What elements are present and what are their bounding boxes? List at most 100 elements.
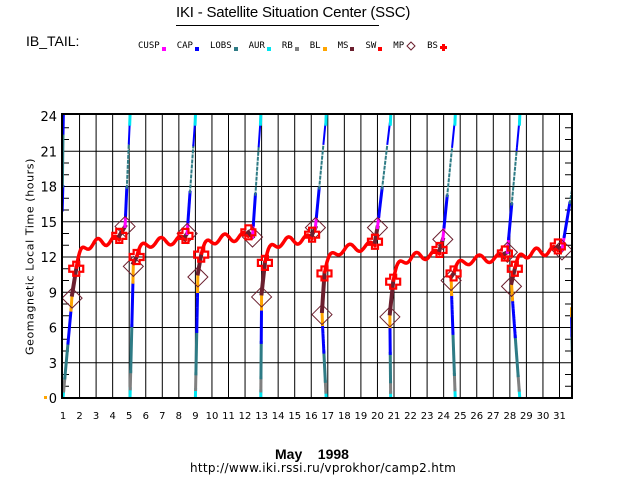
legend-cross-icon — [439, 44, 447, 51]
x-tick-label: 19 — [355, 411, 368, 422]
legend-label: LOBS — [209, 41, 232, 51]
y-tick-label: 24 — [40, 110, 57, 125]
track-rb — [323, 379, 328, 394]
x-tick-label: 15 — [288, 411, 301, 422]
x-tick-label: 20 — [371, 411, 384, 422]
legend-dot-icon — [378, 47, 383, 51]
x-tick-label: 2 — [76, 411, 82, 422]
track-cap — [450, 293, 455, 335]
y-tick-label: 3 — [49, 357, 57, 372]
x-tick-label: 28 — [503, 411, 516, 422]
bs-marker — [385, 273, 402, 290]
x-tick-label: 10 — [206, 411, 219, 422]
track-rb — [62, 376, 67, 393]
legend-dot-icon — [322, 47, 327, 51]
legend-item-mp: MP — [393, 41, 416, 51]
legend-label: SW — [365, 41, 377, 51]
track-cap — [186, 190, 192, 224]
track-ms — [195, 252, 204, 276]
track-ms — [259, 260, 268, 296]
x-tick-label: 17 — [321, 411, 334, 422]
track-lobs — [125, 142, 130, 189]
x-tick-label: 13 — [255, 411, 268, 422]
bs-marker — [431, 241, 448, 259]
mp-marker — [62, 287, 83, 309]
x-tick-label: 9 — [192, 411, 198, 422]
bs-marker — [506, 260, 523, 277]
y-tick-label: 9 — [49, 286, 57, 301]
x-tick-label: 23 — [421, 411, 434, 422]
x-tick-label: 25 — [454, 411, 467, 422]
track-lobs — [63, 341, 70, 380]
bs-marker — [549, 238, 566, 255]
x-tick-label: 12 — [239, 411, 252, 422]
title-underline — [176, 25, 379, 26]
bs-marker — [240, 224, 257, 241]
satellite-label: IB_TAIL: — [26, 33, 80, 49]
x-tick-label: 6 — [143, 411, 149, 422]
mp-marker — [250, 286, 273, 308]
mp-marker — [114, 215, 136, 238]
track-lobs — [254, 145, 260, 196]
x-axis-title: May 1998 — [275, 446, 349, 462]
orbit-tracks — [62, 114, 572, 398]
source-url: http://www.iki.rssi.ru/vprokhor/camp2.ht… — [190, 461, 457, 475]
bs-marker — [111, 227, 128, 244]
track-lobs — [318, 142, 325, 190]
track-lobs — [129, 324, 134, 374]
mp-marker — [379, 306, 401, 328]
y-axis-title: Geomagnetic Local Time (hours) — [23, 157, 37, 356]
legend-dot-icon — [266, 47, 271, 51]
x-tick-label: 22 — [404, 411, 417, 422]
track-rb — [452, 372, 457, 392]
track-cap — [66, 308, 73, 345]
bs-marker — [496, 245, 513, 262]
legend-item-bl: BL — [310, 41, 327, 51]
legend-item-rb: RB — [282, 41, 299, 51]
legend-label: MS — [337, 41, 349, 51]
track-cap — [130, 280, 135, 328]
x-tick-label: 18 — [338, 411, 351, 422]
track-cap — [320, 323, 326, 354]
track-lobs — [451, 331, 456, 377]
bs-marker — [193, 246, 210, 263]
track-cap — [123, 186, 129, 217]
track-ms — [69, 266, 79, 297]
legend-item-aur: AUR — [249, 41, 271, 51]
bs-marker — [303, 226, 321, 243]
y-tick-label: 15 — [40, 216, 57, 231]
legend-dot-icon — [194, 47, 199, 51]
x-tick-label: 1 — [60, 411, 66, 422]
track-cap — [314, 186, 321, 219]
legend-item-lobs: LOBS — [210, 41, 238, 51]
mp-marker — [241, 226, 264, 248]
mp-marker — [551, 239, 572, 261]
bs-marker — [316, 265, 333, 282]
legend-dot-icon — [161, 47, 166, 51]
x-tick-label: 5 — [126, 411, 132, 422]
bs-marker — [128, 248, 145, 266]
x-tick-label: 7 — [159, 411, 165, 422]
track-lobs — [322, 350, 327, 383]
legend-label: CUSP — [138, 41, 160, 51]
x-tick-label: 31 — [553, 411, 566, 422]
y-tick-label: 12 — [40, 251, 57, 266]
legend-dot-icon — [350, 47, 355, 51]
bs-marker — [177, 227, 194, 244]
x-tick-label: 14 — [272, 411, 285, 422]
x-tick-label: 3 — [93, 411, 99, 422]
x-tick-label: 21 — [388, 411, 401, 422]
legend-item-cusp: CUSP — [138, 41, 166, 51]
legend-item-sw: SW — [365, 41, 383, 51]
y-tick-label: 0 — [49, 392, 57, 407]
x-tick-label: 16 — [305, 411, 318, 422]
x-tick-label: 26 — [470, 411, 483, 422]
track-lobs — [510, 148, 518, 206]
y-tick-label: 6 — [49, 322, 57, 337]
track-cap — [442, 194, 449, 229]
track-lobs — [380, 142, 389, 190]
legend-label: MP — [393, 41, 405, 51]
legend-dot-icon — [294, 47, 299, 51]
mp-marker — [500, 275, 523, 298]
track-cap — [251, 193, 257, 227]
